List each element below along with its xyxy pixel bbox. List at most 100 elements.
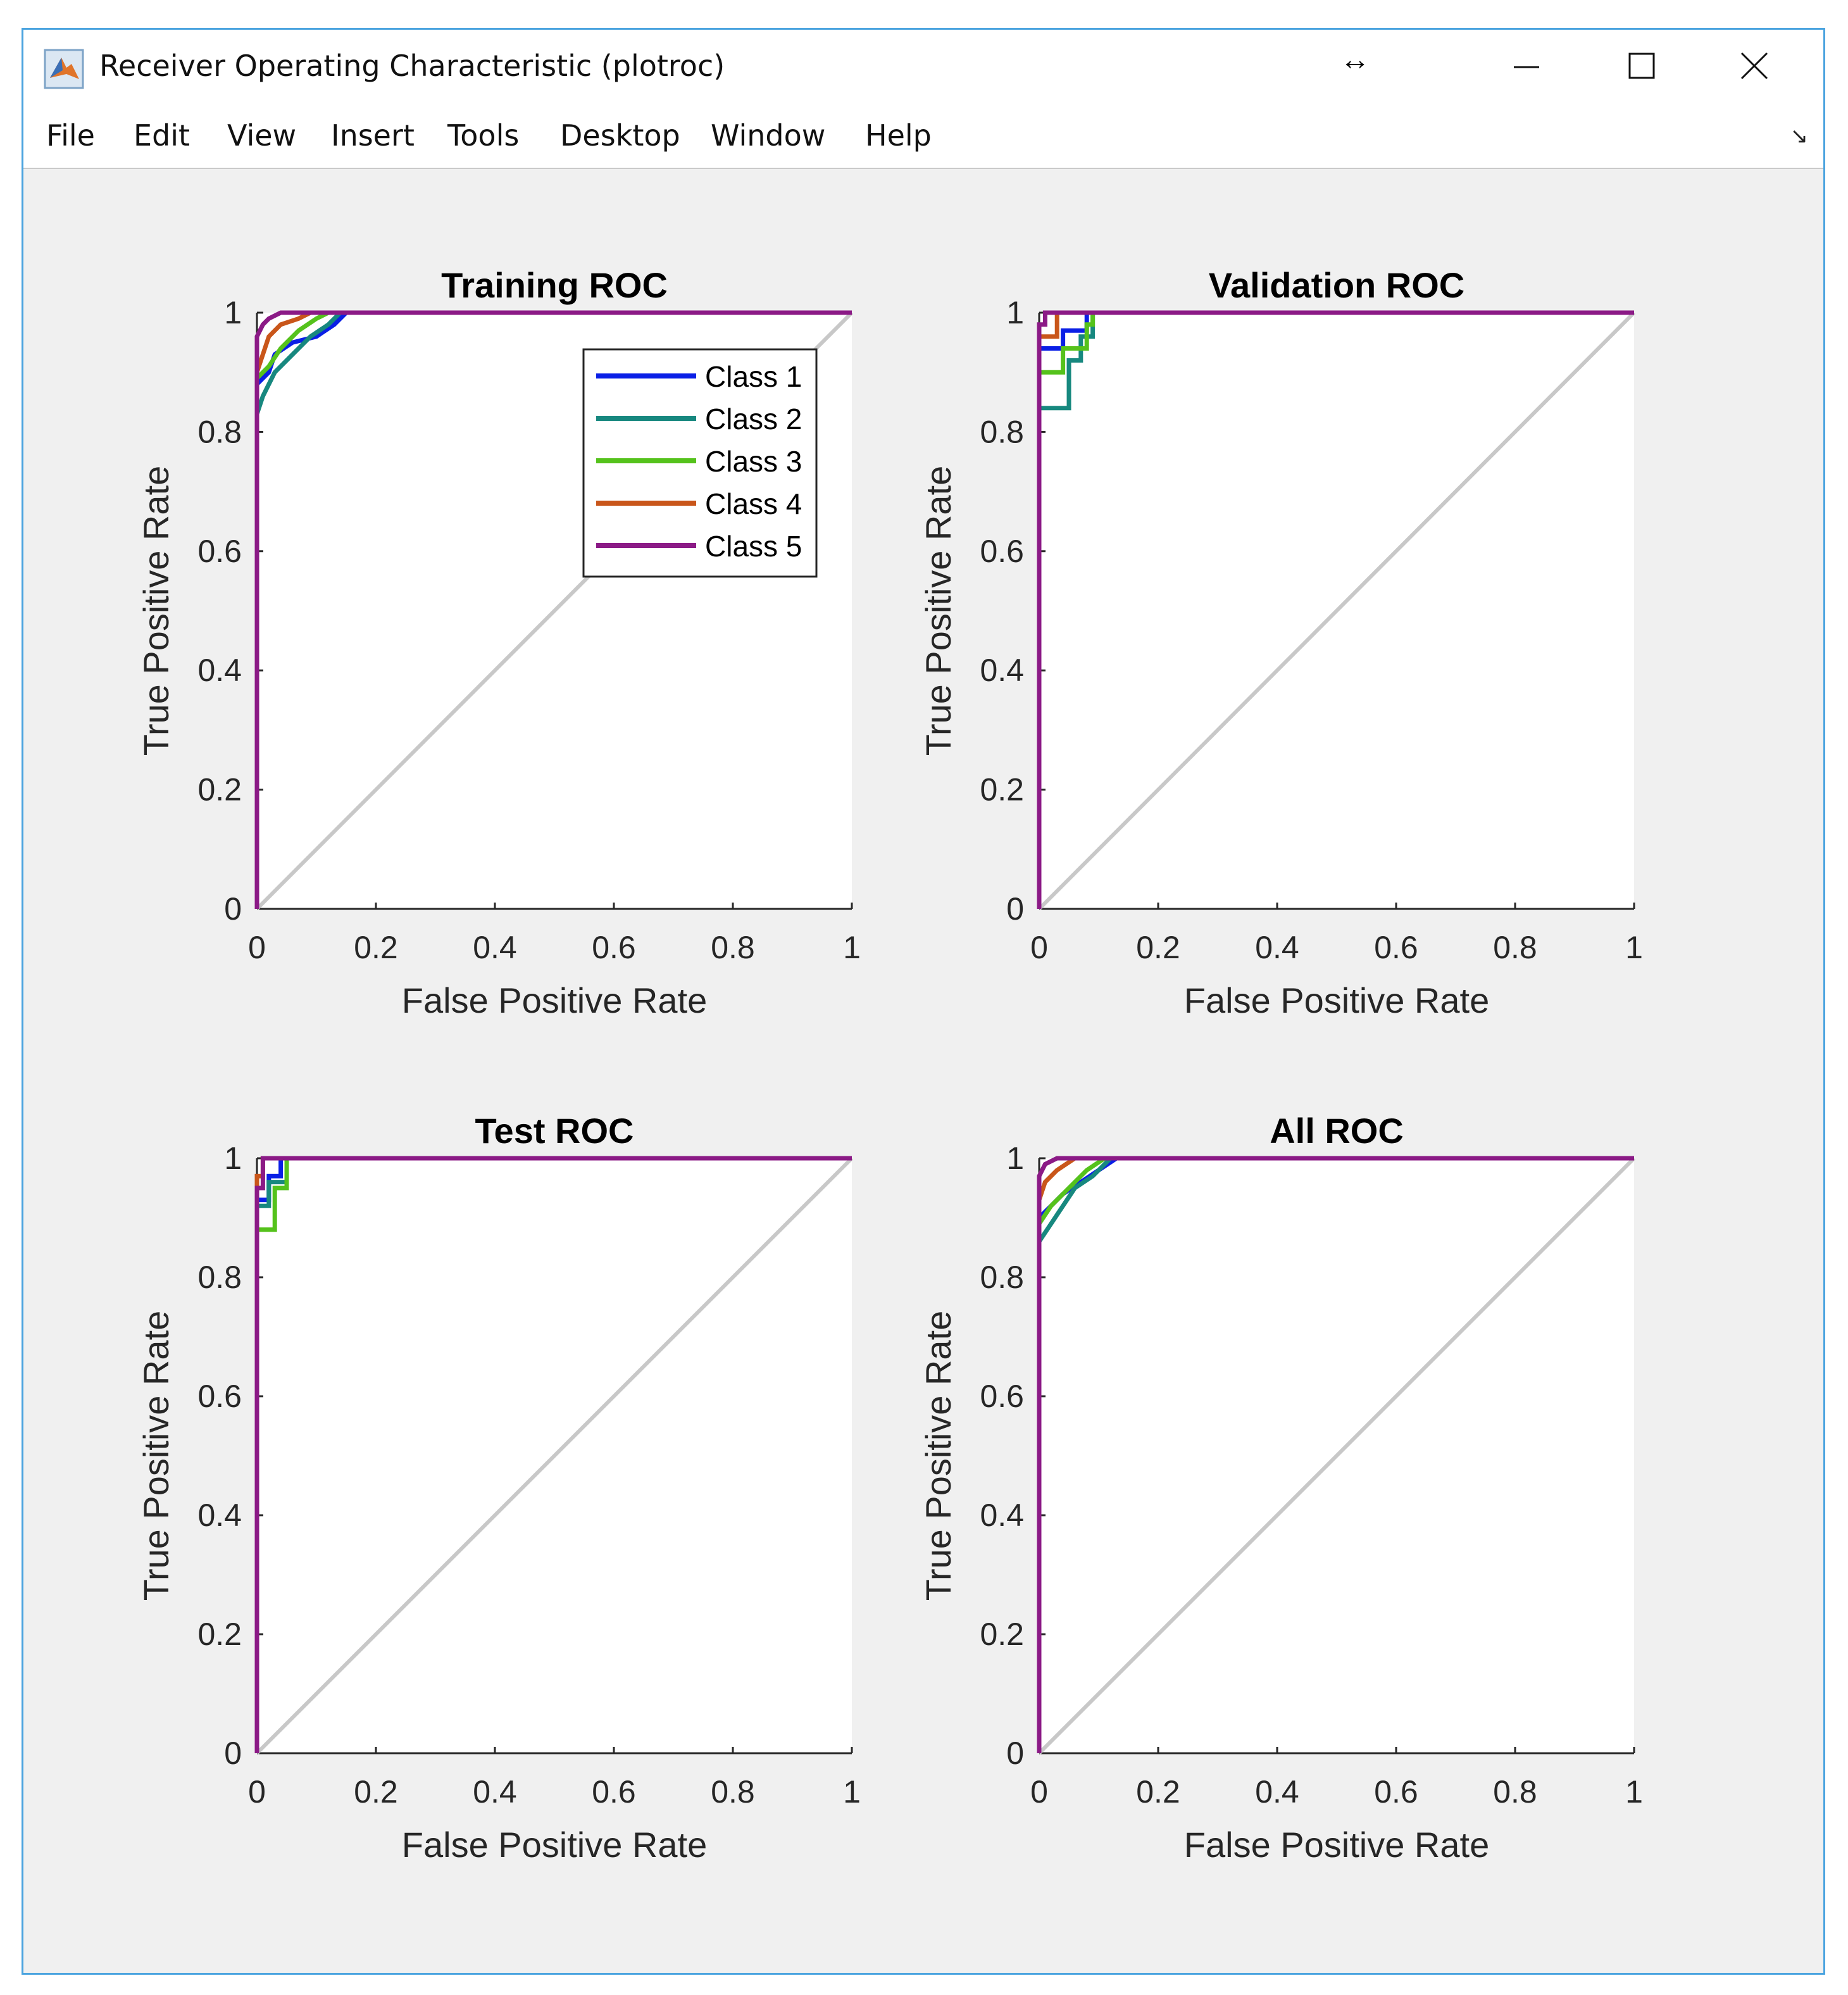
maximize-icon	[1628, 53, 1655, 79]
x-axis-label: False Positive Rate	[1184, 980, 1489, 1020]
resize-arrows-icon[interactable]: ↔	[1340, 43, 1370, 77]
x-tick-label: 0.8	[1493, 1774, 1537, 1810]
x-tick-label: 0.4	[1255, 930, 1299, 965]
x-tick-label: 0	[248, 1774, 266, 1810]
menu-window[interactable]: Window	[711, 118, 826, 153]
x-tick-label: 0.8	[711, 1774, 755, 1810]
y-tick-label: 0	[224, 1735, 242, 1771]
y-tick-label: 1	[224, 295, 242, 330]
x-axis-label: False Positive Rate	[402, 1825, 707, 1865]
x-tick-label: 1	[1625, 1774, 1643, 1810]
roc-curve-class-5	[254, 1156, 852, 1753]
y-axis-label: True Positive Rate	[918, 466, 958, 756]
legend-label-class-3: Class 3	[705, 445, 802, 478]
minimize-button[interactable]	[1492, 37, 1561, 94]
legend-label-class-4: Class 4	[705, 487, 802, 520]
x-tick-label: 0.2	[1136, 930, 1180, 965]
y-tick-label: 0.6	[980, 1379, 1024, 1414]
menu-edit[interactable]: Edit	[134, 118, 190, 153]
x-tick-label: 0.8	[1493, 930, 1537, 965]
chance-diagonal-line	[1037, 311, 1636, 911]
roc-curve-class-5	[1037, 1156, 1634, 1753]
title-bar[interactable]: Receiver Operating Characteristic (plotr…	[23, 30, 1823, 104]
y-tick-label: 0.2	[980, 772, 1024, 808]
chance-diagonal-line	[255, 1156, 854, 1755]
legend[interactable]: Class 1 Class 2 Class 3 Class 4 Class 5	[582, 348, 818, 578]
y-tick-label: 0.4	[197, 653, 242, 688]
y-tick-label: 0.4	[197, 1498, 242, 1533]
legend-label-class-2: Class 2	[705, 403, 802, 435]
menu-view[interactable]: View	[227, 118, 297, 153]
menu-file[interactable]: File	[46, 118, 95, 153]
y-axis-label: True Positive Rate	[918, 1311, 958, 1601]
roc-plot-training-roc: 0 0.2 0.4 0.6 0.8 1 0 0.2 0.4 0.6 0.8 1 Training ROC…	[136, 265, 861, 1020]
x-tick-label: 0	[1030, 1774, 1048, 1810]
menu-tools[interactable]: Tools	[447, 118, 520, 153]
x-tick-label: 0.4	[1255, 1774, 1299, 1810]
y-tick-label: 0.4	[980, 1498, 1024, 1533]
x-tick-label: 1	[1625, 930, 1643, 965]
chance-diagonal-line	[1037, 1156, 1636, 1755]
y-tick-label: 0.4	[980, 653, 1024, 688]
legend-label-class-1: Class 1	[705, 360, 802, 393]
roc-curve-class-1	[254, 310, 852, 909]
menu-help[interactable]: Help	[865, 118, 932, 153]
y-tick-label: 1	[224, 1141, 242, 1176]
x-tick-label: 0.2	[1136, 1774, 1180, 1810]
x-tick-label: 0.2	[354, 930, 398, 965]
roc-plot-validation-roc: 0 0.2 0.4 0.6 0.8 1 0 0.2 0.4 0.6 0.8 1 Validation R…	[918, 265, 1643, 1020]
x-tick-label: 0.6	[1374, 930, 1418, 965]
x-axis-label: False Positive Rate	[402, 980, 707, 1020]
maximize-button[interactable]	[1607, 37, 1676, 94]
roc-curve-class-5	[1037, 310, 1634, 909]
y-tick-label: 0	[224, 891, 242, 927]
roc-plot-all-roc: 0 0.2 0.4 0.6 0.8 1 0 0.2 0.4 0.6 0.8 1 All ROC False…	[918, 1111, 1643, 1865]
menu-desktop[interactable]: Desktop	[560, 118, 680, 153]
x-tick-label: 1	[843, 1774, 861, 1810]
x-tick-label: 1	[843, 930, 861, 965]
y-tick-label: 0.6	[197, 534, 242, 569]
x-tick-label: 0.2	[354, 1774, 398, 1810]
x-tick-label: 0.4	[473, 930, 517, 965]
x-tick-label: 0	[248, 930, 266, 965]
y-tick-label: 0	[1006, 891, 1024, 927]
legend-label-class-5: Class 5	[705, 530, 802, 563]
y-tick-label: 1	[1006, 295, 1024, 330]
y-tick-label: 0.2	[197, 1617, 242, 1652]
roc-plot-test-roc: 0 0.2 0.4 0.6 0.8 1 0 0.2 0.4 0.6 0.8 1 Test ROC Fals…	[136, 1111, 861, 1865]
plot-title: Test ROC	[475, 1111, 634, 1151]
x-tick-label: 0.6	[592, 930, 636, 965]
dock-figure-icon[interactable]: ↘	[1790, 124, 1809, 148]
y-tick-label: 0.8	[980, 414, 1024, 449]
window-title: Receiver Operating Characteristic (plotr…	[99, 49, 725, 83]
plot-title: Training ROC	[441, 265, 668, 305]
menu-insert[interactable]: Insert	[331, 118, 415, 153]
x-tick-label: 0	[1030, 930, 1048, 965]
y-tick-label: 0.2	[197, 772, 242, 808]
y-axis-label: True Positive Rate	[136, 466, 176, 756]
matlab-logo-icon	[44, 49, 84, 89]
y-tick-label: 0.6	[197, 1379, 242, 1414]
y-tick-label: 0.8	[197, 1260, 242, 1295]
minimize-icon	[1514, 66, 1539, 68]
x-tick-label: 0.6	[592, 1774, 636, 1810]
y-tick-label: 1	[1006, 1141, 1024, 1176]
plot-title: Validation ROC	[1209, 265, 1465, 305]
close-icon	[1740, 52, 1768, 80]
x-tick-label: 0.6	[1374, 1774, 1418, 1810]
y-axis-label: True Positive Rate	[136, 1311, 176, 1601]
roc-curve-class-5	[254, 310, 852, 909]
y-tick-label: 0.2	[980, 1617, 1024, 1652]
y-tick-label: 0	[1006, 1735, 1024, 1771]
close-button[interactable]	[1720, 37, 1789, 94]
x-axis-label: False Positive Rate	[1184, 1825, 1489, 1865]
roc-curve-class-3	[1037, 310, 1634, 909]
menu-bar: File Edit View Insert Tools Desktop Wind…	[23, 104, 1823, 169]
y-tick-label: 0.8	[980, 1260, 1024, 1295]
plot-title: All ROC	[1270, 1111, 1404, 1151]
x-tick-label: 0.8	[711, 930, 755, 965]
y-tick-label: 0.8	[197, 414, 242, 449]
x-tick-label: 0.4	[473, 1774, 517, 1810]
y-tick-label: 0.6	[980, 534, 1024, 569]
